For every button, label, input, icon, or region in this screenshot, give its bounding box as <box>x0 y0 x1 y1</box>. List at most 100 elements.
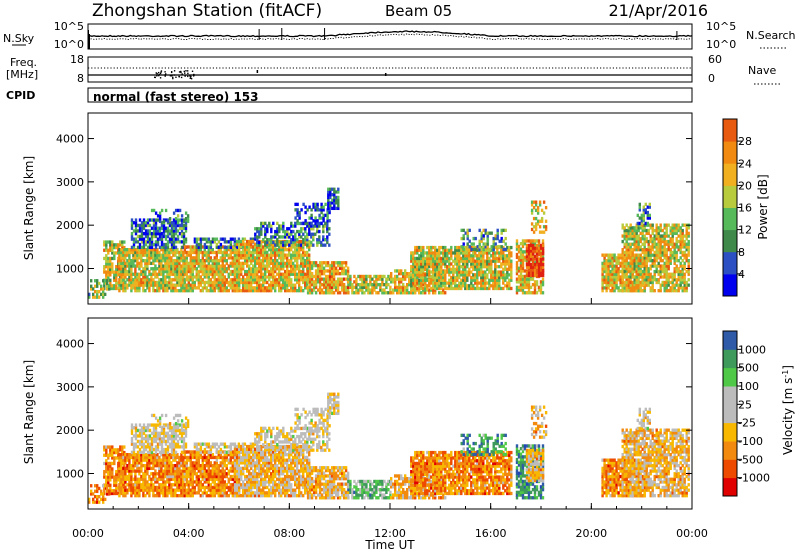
nave-dot <box>257 70 259 73</box>
power-cell <box>510 260 512 263</box>
power-cell <box>337 188 339 191</box>
power-cell <box>165 209 167 212</box>
power-cell <box>284 241 286 244</box>
power-cell <box>688 232 690 235</box>
power-cell <box>328 244 330 247</box>
power-cell <box>516 239 518 242</box>
nave-dot <box>164 71 165 72</box>
nave-dot <box>189 75 190 76</box>
nave-dot <box>184 72 185 73</box>
nave-dot <box>165 73 166 74</box>
power-cell <box>111 262 113 265</box>
y-tick-label: 3000 <box>56 176 84 189</box>
noise-right-tick-top: 10^5 <box>706 20 736 33</box>
power-cell <box>463 242 465 245</box>
nave-dot <box>181 77 182 78</box>
power-cell <box>644 286 646 289</box>
velocity-cell <box>111 467 113 470</box>
power-cell <box>505 242 507 245</box>
power-cell <box>272 222 274 225</box>
power-cell <box>109 279 111 282</box>
power-cell <box>106 279 108 282</box>
power-cell <box>312 244 314 247</box>
noise-left-tick-top: 10^5 <box>54 20 84 33</box>
power-cell <box>328 227 330 230</box>
power-cell <box>539 225 541 228</box>
power-cell <box>328 233 330 236</box>
power-cell <box>536 280 538 283</box>
power-cell <box>654 289 656 292</box>
power-cell <box>108 285 110 288</box>
power-cell <box>542 239 544 242</box>
beam-label: Beam 05 <box>385 2 452 20</box>
power-cell <box>347 267 349 270</box>
power-cell <box>505 237 507 240</box>
nave-dot <box>175 77 176 78</box>
noise-panel: N.Sky 10^5 10^0 10^5 10^0 N.Search <box>3 20 796 51</box>
power-cell <box>135 218 137 221</box>
power-cell <box>337 196 339 199</box>
power-cell <box>187 214 189 217</box>
power-ylabel: Slant Range [km] <box>22 156 36 260</box>
nave-right-tick-top: 60 <box>708 53 722 66</box>
power-cell <box>543 201 545 204</box>
velocity-heatmap <box>88 393 690 504</box>
nave-dot <box>187 70 188 71</box>
power-cell <box>505 229 507 232</box>
nave-dot <box>181 73 182 74</box>
power-cell <box>491 232 493 235</box>
power-cell <box>161 209 163 212</box>
power-cell <box>316 203 318 206</box>
power-cell <box>538 239 540 242</box>
power-cell <box>542 278 544 281</box>
power-cell <box>181 214 183 217</box>
nave-dot <box>187 76 188 77</box>
power-cell <box>349 275 351 278</box>
power-cell <box>541 217 543 220</box>
freq-traces <box>88 68 692 79</box>
noise-traces <box>88 28 692 49</box>
nave-dot <box>174 74 175 75</box>
nave-dot <box>172 77 173 78</box>
nave-dot <box>158 72 159 73</box>
nave-dot <box>178 76 179 77</box>
power-cell <box>660 224 662 227</box>
power-cell <box>328 219 330 222</box>
power-cell <box>300 208 302 211</box>
power-cell <box>220 243 222 246</box>
power-cell <box>104 293 106 296</box>
nave-dot <box>170 75 171 76</box>
power-cell <box>90 279 92 282</box>
power-cell <box>510 287 512 290</box>
power-cell <box>304 219 306 222</box>
power-cell <box>542 257 544 260</box>
power-cell <box>649 214 651 217</box>
power-cell <box>177 214 179 217</box>
power-cell <box>469 229 471 232</box>
power-cell <box>682 229 684 232</box>
power-cell <box>324 203 326 206</box>
freq-panel: Freq. [MHz] 18 8 60 0 Nave <box>6 53 780 85</box>
power-cell <box>497 229 499 232</box>
power-cell <box>640 270 642 273</box>
nave-dot <box>171 71 172 72</box>
power-cell <box>543 211 545 214</box>
power-cell <box>444 291 446 294</box>
y-tick-label: 4000 <box>56 133 84 146</box>
nave-dot <box>194 74 195 75</box>
power-cell <box>545 225 547 228</box>
nave-dot <box>156 75 157 76</box>
plot-title: Zhongshan Station (fitACF) <box>92 1 322 21</box>
power-cell <box>345 261 347 264</box>
velocity-cell <box>109 484 111 487</box>
power-cell <box>318 235 320 238</box>
power-cell <box>123 240 125 243</box>
power-cell <box>542 263 544 266</box>
power-heatmap <box>88 188 690 299</box>
power-cell <box>308 254 310 257</box>
nave-dot <box>385 73 387 76</box>
y-tick-label: 1000 <box>56 262 84 275</box>
